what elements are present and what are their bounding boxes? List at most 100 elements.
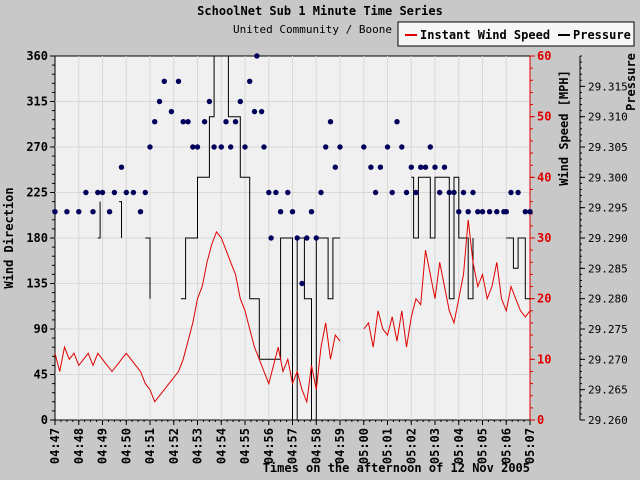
- direction-point: [389, 189, 395, 196]
- direction-point: [323, 144, 329, 150]
- time-tick-label: 05:06: [499, 428, 513, 464]
- direction-point: [277, 209, 284, 215]
- direction-point: [185, 119, 191, 125]
- direction-point: [106, 209, 113, 215]
- y-axis-label-direction: Wind Direction: [2, 187, 16, 288]
- direction-point: [237, 98, 243, 105]
- series-line-pressure: [411, 176, 474, 300]
- time-tick-label: 05:04: [452, 428, 466, 464]
- direction-point: [268, 235, 274, 241]
- legend-label-pressure: Pressure: [573, 28, 631, 42]
- pressure-tick-label: 29.270: [588, 353, 628, 366]
- direction-point: [168, 108, 175, 115]
- time-tick-label: 04:56: [262, 428, 276, 464]
- direction-point: [308, 209, 315, 215]
- time-tick-label: 04:48: [72, 428, 86, 464]
- direction-point: [479, 209, 486, 215]
- time-tick-label: 05:02: [404, 428, 418, 464]
- direction-point: [223, 119, 229, 125]
- direction-point: [111, 189, 118, 196]
- direction-point: [175, 78, 182, 85]
- time-tick-label: 04:57: [286, 428, 300, 464]
- direction-point: [361, 144, 367, 150]
- time-tick-label: 05:07: [523, 428, 537, 464]
- chart-subtitle: United Community / Boone: [233, 23, 392, 36]
- direction-point: [206, 98, 213, 105]
- direction-point: [261, 144, 267, 150]
- direction-point: [95, 189, 101, 196]
- direction-point: [64, 209, 70, 215]
- pressure-tick-label: 29.260: [588, 414, 628, 427]
- series-layer: [54, 55, 531, 421]
- direction-point: [403, 189, 410, 196]
- time-tick-label: 04:47: [48, 428, 62, 464]
- direction-point: [194, 144, 201, 150]
- time-tick-label: 04:50: [119, 428, 133, 464]
- time-tick-label: 05:01: [381, 428, 395, 464]
- time-tick-label: 04:55: [238, 428, 252, 464]
- direction-point: [218, 144, 224, 150]
- direction-point: [475, 209, 481, 215]
- direction-point: [52, 209, 58, 215]
- time-tick-label: 04:52: [167, 428, 181, 464]
- direction-point: [152, 119, 158, 125]
- series-line-pressure: [97, 201, 101, 239]
- direction-point: [446, 189, 452, 196]
- direction-point: [503, 209, 509, 215]
- direction-point: [460, 189, 467, 196]
- time-axis: 04:47 04:48 04:49 04:50 04:51 04:52 04:53 04:54…: [48, 420, 537, 464]
- direction-point: [273, 189, 279, 196]
- direction-point: [522, 209, 528, 215]
- direction-point: [394, 119, 400, 125]
- direction-point: [118, 164, 125, 170]
- direction-tick-label: 0: [41, 413, 48, 427]
- direction-points: [52, 53, 533, 287]
- time-tick-label: 04:59: [333, 428, 347, 464]
- direction-point: [147, 144, 153, 150]
- direction-point: [90, 209, 96, 215]
- direction-point: [470, 189, 476, 196]
- wind-tick-label: 10: [537, 352, 551, 366]
- time-tick-label: 04:58: [309, 428, 323, 464]
- direction-point: [408, 164, 414, 170]
- direction-point: [432, 164, 438, 170]
- direction-tick-label: 135: [26, 277, 48, 291]
- wind-tick-label: 50: [537, 110, 551, 124]
- x-axis-label: Times on the afternoon of 12 Nov 2005: [263, 461, 530, 475]
- chart-title: SchoolNet Sub 1 Minute Time Series: [197, 4, 443, 18]
- direction-point: [515, 189, 521, 196]
- direction-point: [486, 209, 493, 215]
- direction-point: [285, 189, 291, 196]
- direction-point: [156, 98, 163, 105]
- pressure-tick-label: 29.275: [588, 323, 628, 336]
- direction-point: [451, 189, 457, 196]
- direction-point: [527, 209, 533, 215]
- direction-point: [327, 119, 334, 125]
- direction-point: [427, 144, 433, 150]
- direction-point: [142, 189, 148, 196]
- direction-point: [384, 144, 391, 150]
- series-line-pressure: [506, 237, 530, 300]
- time-tick-label: 05:03: [428, 428, 442, 464]
- direction-tick-label: 315: [26, 95, 48, 109]
- direction-point: [247, 78, 253, 85]
- direction-point: [494, 209, 500, 215]
- wind-tick-label: 40: [537, 170, 551, 184]
- series-line-pressure: [180, 55, 340, 421]
- series-line-pressure: [145, 237, 151, 299]
- wind-tick-label: 0: [537, 413, 544, 427]
- wind-tick-label: 20: [537, 292, 551, 306]
- legend-box: [397, 21, 635, 47]
- direction-point: [377, 164, 384, 170]
- direction-tick-label: 360: [26, 49, 48, 63]
- direction-point: [508, 189, 514, 196]
- pressure-tick-label: 29.310: [588, 111, 628, 124]
- direction-point: [399, 144, 405, 150]
- direction-tick-label: 180: [26, 231, 48, 245]
- series-line-pressure: [119, 201, 122, 238]
- direction-point: [318, 189, 324, 196]
- time-tick-label: 04:53: [191, 428, 205, 464]
- time-tick-label: 04:54: [214, 428, 228, 464]
